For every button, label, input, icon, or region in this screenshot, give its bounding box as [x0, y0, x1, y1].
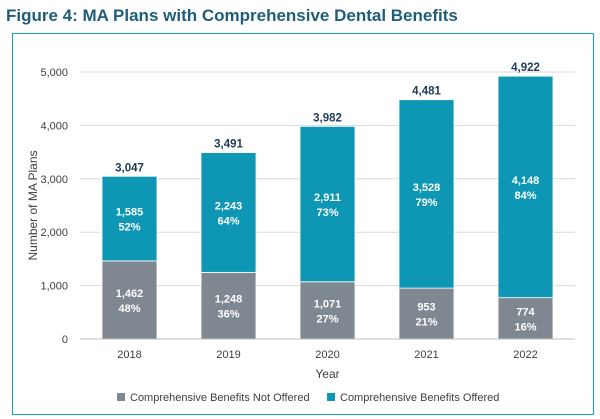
total-label: 4,481 [412, 86, 441, 98]
total-label: 4,922 [511, 62, 540, 74]
not-offered-percent-label: 16% [514, 321, 536, 333]
data-labels: 1,462 48% 1,585 52% 3,047 1,248 36% 2,243 64% 3,4… [115, 62, 540, 333]
offered-percent-label: 52% [118, 222, 140, 234]
chart-frame [12, 33, 594, 415]
legend: Comprehensive Benefits Not Offered Compre… [117, 392, 499, 404]
not-offered-percent-label: 36% [217, 309, 239, 321]
not-offered-value-label: 774 [516, 306, 535, 318]
offered-value-label: 1,585 [116, 207, 144, 219]
not-offered-percent-label: 21% [415, 317, 437, 329]
y-axis-ticks: 0 1,000 2,000 3,000 4,000 5,000 [40, 67, 68, 346]
not-offered-percent-label: 27% [316, 313, 338, 325]
x-tick-label: 2020 [315, 349, 339, 361]
offered-value-label: 3,528 [413, 182, 441, 194]
bars [101, 75, 554, 340]
bar-offered [398, 99, 455, 289]
not-offered-value-label: 1,071 [314, 298, 342, 310]
bar-offered [299, 125, 356, 283]
x-tick-label: 2018 [117, 349, 141, 361]
total-label: 3,491 [214, 139, 243, 151]
x-tick-label: 2019 [216, 349, 240, 361]
y-tick-label: 0 [62, 334, 68, 346]
offered-percent-label: 64% [217, 215, 239, 227]
x-tick-label: 2021 [414, 349, 438, 361]
chart-title: Figure 4: MA Plans with Comprehensive De… [6, 6, 458, 25]
not-offered-percent-label: 48% [118, 303, 140, 315]
y-tick-label: 2,000 [40, 227, 68, 239]
y-tick-label: 3,000 [40, 174, 68, 186]
y-tick-label: 5,000 [40, 67, 68, 79]
offered-percent-label: 84% [514, 190, 536, 202]
x-tick-label: 2022 [513, 349, 537, 361]
legend-label: Comprehensive Benefits Not Offered [130, 392, 310, 404]
x-axis-ticks: 2018 2019 2020 2021 2022 [117, 349, 537, 361]
bar-offered [497, 75, 554, 299]
legend-swatch [327, 393, 335, 401]
bar-offered [200, 152, 257, 273]
legend-label: Comprehensive Benefits Offered [340, 392, 499, 404]
y-axis-title: Number of MA Plans [26, 150, 40, 260]
x-axis-title: Year [315, 367, 339, 381]
not-offered-value-label: 1,462 [116, 288, 144, 300]
offered-percent-label: 73% [316, 207, 338, 219]
total-label: 3,047 [115, 162, 144, 174]
total-label: 3,982 [313, 112, 342, 124]
not-offered-value-label: 1,248 [215, 294, 243, 306]
bar-not-offered [299, 281, 356, 340]
offered-value-label: 2,243 [215, 200, 243, 212]
not-offered-value-label: 953 [417, 302, 435, 314]
offered-value-label: 4,148 [512, 175, 540, 187]
y-tick-label: 4,000 [40, 120, 68, 132]
bar-offered [101, 175, 158, 262]
bar-not-offered [200, 271, 257, 340]
legend-swatch [117, 393, 125, 401]
bar-not-offered [101, 260, 158, 340]
y-tick-label: 1,000 [40, 281, 68, 293]
offered-percent-label: 79% [415, 197, 437, 209]
offered-value-label: 2,911 [314, 192, 341, 204]
